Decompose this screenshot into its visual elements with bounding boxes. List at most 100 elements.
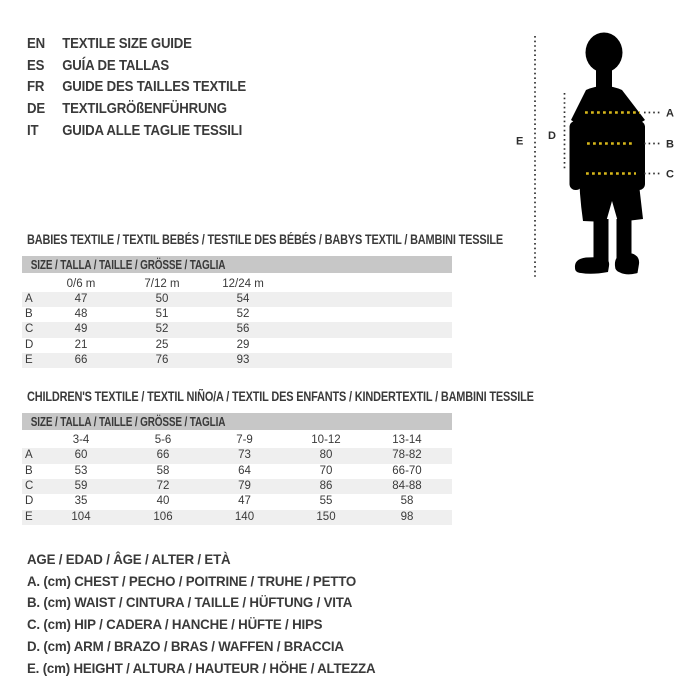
row-label: E <box>25 354 33 366</box>
language-title: GUIDE DES TAILLES TEXTILE <box>62 78 247 96</box>
babies-table-row: B 48 51 52 <box>22 307 452 322</box>
language-row: FR GUIDE DES TAILLES TEXTILE <box>27 76 246 98</box>
table-cell: 104 <box>71 510 91 523</box>
legend-line-chest: A. (cm) CHEST / PECHO / POITRINE / TRUHE… <box>27 572 357 589</box>
table-cell: 58 <box>400 495 414 508</box>
babies-size-header-text: SIZE / TALLA / TAILLE / GRÖSSE / TAGLIA <box>30 258 226 272</box>
children-size-header-text: SIZE / TALLA / TAILLE / GRÖSSE / TAGLIA <box>30 415 226 429</box>
babies-col-header: 7/12 m <box>144 277 180 290</box>
legend-line-waist: B. (cm) WAIST / CINTURA / TAILLE / HÜFTU… <box>27 594 353 611</box>
language-code: ES <box>27 56 45 74</box>
table-cell: 80 <box>319 449 333 462</box>
children-table-row: B 53 58 64 70 66-70 <box>22 464 452 479</box>
language-row: DE TEXTILGRÖßENFÜHRUNG <box>27 98 246 120</box>
table-cell: 93 <box>236 354 250 366</box>
row-label: A <box>25 292 33 305</box>
language-title: GUIDA ALLE TAGLIE TESSILI <box>62 121 243 139</box>
language-row: EN TEXTILE SIZE GUIDE <box>27 33 246 55</box>
row-label: A <box>25 449 33 462</box>
legend-line-height: E. (cm) HEIGHT / ALTURA / HAUTEUR / HÖHE… <box>27 659 376 676</box>
row-label: C <box>25 323 34 336</box>
legend-line-age: AGE / EDAD / ÂGE / ALTER / ETÀ <box>27 551 231 567</box>
table-cell: 55 <box>319 495 333 508</box>
legend-line-arm: D. (cm) ARM / BRAZO / BRAS / WAFFEN / BR… <box>27 637 344 654</box>
table-cell: 35 <box>74 495 88 508</box>
table-cell: 47 <box>74 292 88 305</box>
children-size-header-bar: SIZE / TALLA / TAILLE / GRÖSSE / TAGLIA <box>22 413 452 430</box>
babies-table-row: E 66 76 93 <box>22 353 452 369</box>
language-title: TEXTILE SIZE GUIDE <box>62 35 192 52</box>
children-col-header: 13-14 <box>392 433 422 446</box>
table-cell: 56 <box>236 323 250 336</box>
children-col-header: 3-4 <box>72 433 90 446</box>
table-cell: 25 <box>155 338 169 351</box>
language-code: FR <box>27 78 45 96</box>
table-cell: 52 <box>155 323 169 336</box>
table-cell: 70 <box>319 464 333 477</box>
table-cell: 98 <box>400 510 414 523</box>
table-cell: 66-70 <box>392 464 422 477</box>
row-label: D <box>25 495 34 508</box>
babies-section-title: BABIES TEXTILE / TEXTIL BEBÉS / TESTILE … <box>27 231 504 247</box>
children-column-header-row: 3-4 5-6 7-9 10-12 13-14 <box>22 431 452 449</box>
table-cell: 29 <box>236 338 250 351</box>
table-cell: 21 <box>74 338 88 351</box>
table-cell: 54 <box>236 292 250 305</box>
table-cell: 79 <box>238 480 251 493</box>
table-cell: 49 <box>74 323 88 336</box>
row-label: B <box>25 464 33 477</box>
babies-col-header: 12/24 m <box>222 277 264 290</box>
table-cell: 40 <box>156 495 170 508</box>
table-cell: 66 <box>74 354 88 366</box>
table-cell: 50 <box>155 292 169 305</box>
babies-table-row: C 49 52 56 <box>22 322 452 338</box>
row-label: C <box>25 480 34 493</box>
table-cell: 59 <box>74 480 88 493</box>
measure-label-e: E <box>516 136 523 148</box>
table-cell: 60 <box>74 449 88 462</box>
children-table-row: A 60 66 73 80 78-82 <box>22 448 452 464</box>
babies-col-header: 0/6 m <box>66 277 96 290</box>
babies-table-row: D 21 25 29 <box>22 338 452 353</box>
language-code: DE <box>27 100 45 118</box>
measure-label-a: A <box>666 108 674 120</box>
children-col-header: 5-6 <box>154 433 172 446</box>
language-title-list: EN TEXTILE SIZE GUIDE ES GUÍA DE TALLAS … <box>27 33 246 142</box>
measurement-diagram: A B C D E <box>516 32 674 277</box>
language-title: GUÍA DE TALLAS <box>62 56 170 74</box>
language-code: IT <box>27 121 39 139</box>
children-col-header: 10-12 <box>311 433 341 446</box>
babies-column-header-row: 0/6 m 7/12 m 12/24 m <box>22 275 452 294</box>
language-code: EN <box>27 35 45 52</box>
table-cell: 78-82 <box>392 449 422 462</box>
language-row: IT GUIDA ALLE TAGLIE TESSILI <box>27 120 246 142</box>
table-cell: 140 <box>234 510 255 523</box>
babies-table-row: A 47 50 54 <box>22 291 452 307</box>
children-table-row: C 59 72 79 86 84-88 <box>22 479 452 495</box>
child-silhouette-icon <box>569 32 645 275</box>
table-cell: 150 <box>316 510 336 523</box>
table-cell: 58 <box>156 464 170 477</box>
children-table-row: D 35 40 47 55 58 <box>22 494 452 509</box>
table-cell: 72 <box>156 480 170 493</box>
children-table-row: E 104 106 140 150 98 <box>22 509 452 526</box>
language-title: TEXTILGRÖßENFÜHRUNG <box>62 100 227 118</box>
measurement-legend: AGE / EDAD / ÂGE / ALTER / ETÀ A. (cm) C… <box>27 549 376 679</box>
language-row: ES GUÍA DE TALLAS <box>27 55 246 77</box>
measure-label-b: B <box>666 139 674 151</box>
children-col-header: 7-9 <box>236 433 253 446</box>
children-section-title: CHILDREN'S TEXTILE / TEXTIL NIÑO/A / TEX… <box>27 389 534 404</box>
table-cell: 86 <box>319 480 333 493</box>
measure-label-c: C <box>666 169 674 181</box>
table-cell: 76 <box>155 354 169 366</box>
row-label: D <box>25 338 34 351</box>
table-cell: 52 <box>236 308 250 320</box>
table-cell: 73 <box>238 449 251 462</box>
table-cell: 48 <box>74 308 88 320</box>
table-cell: 64 <box>238 464 251 477</box>
table-cell: 53 <box>74 464 88 477</box>
table-cell: 51 <box>155 308 169 320</box>
measure-label-d: D <box>548 130 556 142</box>
row-label: E <box>25 510 33 523</box>
